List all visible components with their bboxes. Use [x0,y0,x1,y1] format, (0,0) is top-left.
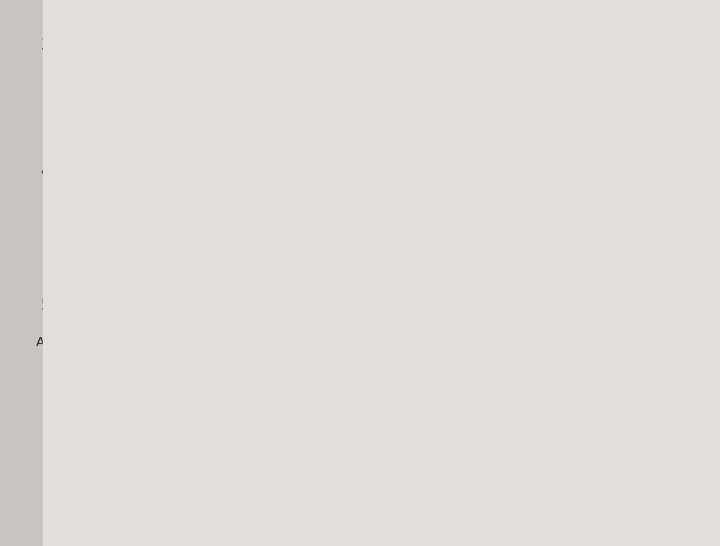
Text: D: D [104,502,114,515]
Text: ? Show your work and explain.: ? Show your work and explain. [274,199,499,214]
Text: C: C [228,336,238,349]
Text: 5.  In the figure,: 5. In the figure, [41,298,163,312]
Text: –axis and then translated according to the rule (x, y) →: –axis and then translated according to t… [300,164,704,179]
Text: 9: 9 [49,378,57,391]
Text: 3. How many lines of symmetry does a regular heptagon have? Explain your answer.: 3. How many lines of symmetry does a reg… [41,38,665,53]
Text: BE||CD: BE||CD [129,298,179,313]
Text: 10: 10 [181,327,197,340]
Text: (y, x + 4). What are the coordinates of: (y, x + 4). What are the coordinates of [59,199,345,214]
Text: B: B [153,332,161,345]
Text: 4.  Suppose the point: 4. Suppose the point [41,164,203,179]
Text: x: x [227,298,235,312]
Text: . Show your work.: . Show your work. [235,298,366,312]
Text: x: x [294,164,302,179]
Text: A: A [36,336,45,349]
Text: x: x [98,327,106,340]
Text: 6: 6 [79,449,87,462]
Text: E: E [64,410,72,423]
Text: B: B [141,164,151,179]
Text: . Solve for: . Solve for [172,298,251,312]
Text: (2,8) is reflected across the: (2,8) is reflected across the [148,164,354,179]
Text: B″: B″ [264,199,279,214]
